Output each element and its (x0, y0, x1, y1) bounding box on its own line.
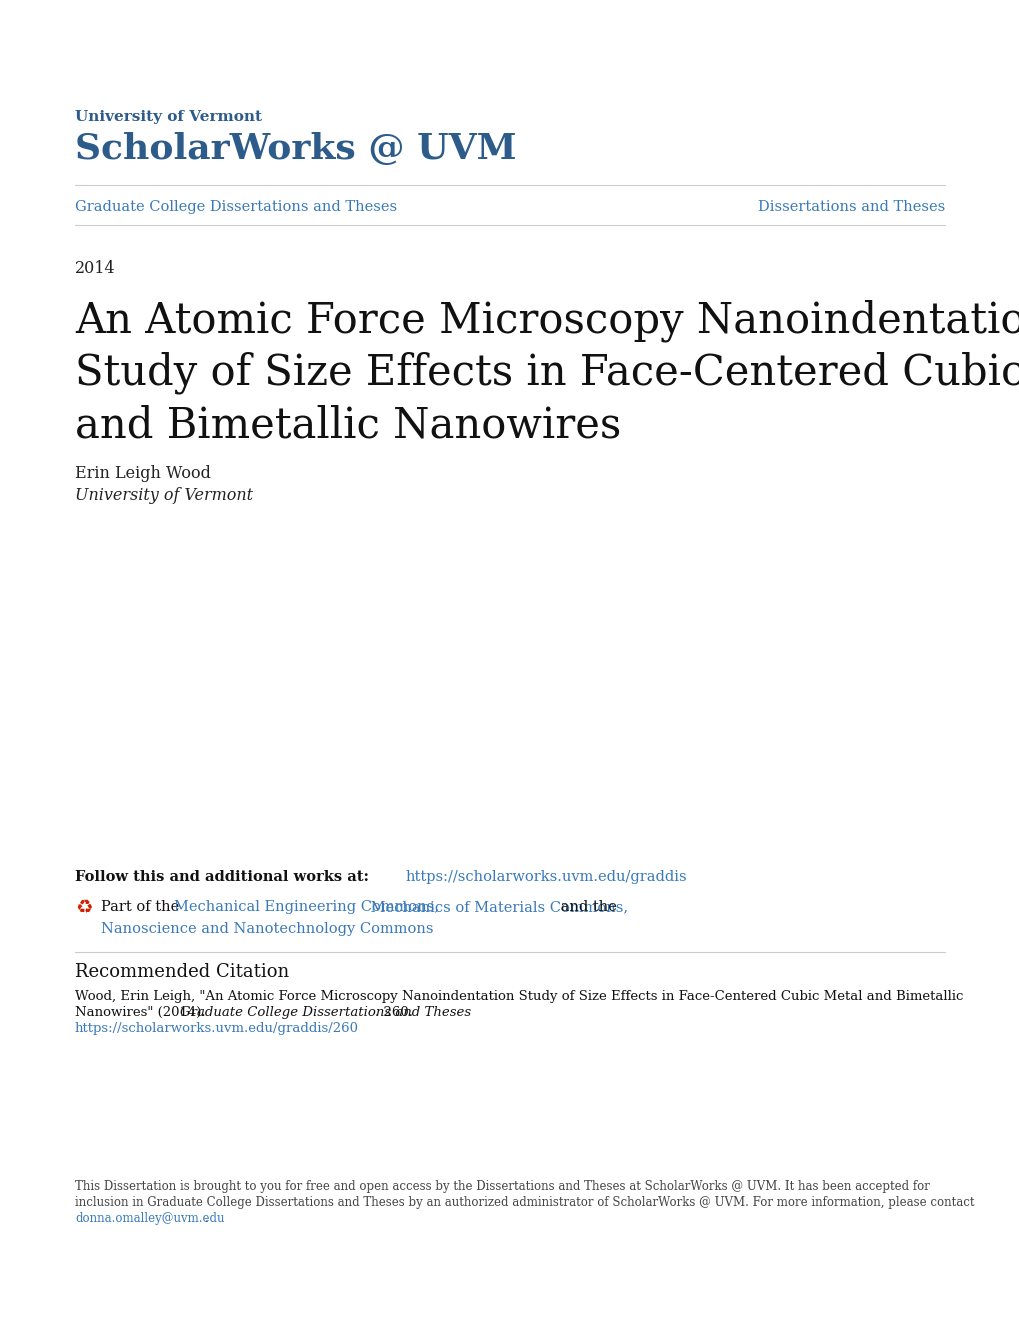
Text: inclusion in Graduate College Dissertations and Theses by an authorized administ: inclusion in Graduate College Dissertati… (75, 1196, 973, 1209)
Text: donna.omalley@uvm.edu: donna.omalley@uvm.edu (75, 1212, 224, 1225)
Text: Erin Leigh Wood: Erin Leigh Wood (75, 465, 211, 482)
Text: This Dissertation is brought to you for free and open access by the Dissertation: This Dissertation is brought to you for … (75, 1180, 929, 1193)
Text: Nanoscience and Nanotechnology Commons: Nanoscience and Nanotechnology Commons (101, 921, 433, 936)
Text: 2014: 2014 (75, 260, 115, 277)
Text: and the: and the (555, 900, 616, 913)
Text: Mechanics of Materials Commons,: Mechanics of Materials Commons, (366, 900, 628, 913)
Text: Mechanical Engineering Commons,: Mechanical Engineering Commons, (174, 900, 439, 913)
Text: Graduate College Dissertations and Theses: Graduate College Dissertations and These… (179, 1006, 471, 1019)
Text: .: . (205, 1212, 209, 1225)
Text: Recommended Citation: Recommended Citation (75, 964, 289, 981)
Text: Dissertations and Theses: Dissertations and Theses (757, 201, 944, 214)
Text: ♻: ♻ (75, 898, 93, 917)
Text: Graduate College Dissertations and Theses: Graduate College Dissertations and These… (75, 201, 396, 214)
Text: University of Vermont: University of Vermont (75, 487, 253, 504)
Text: https://scholarworks.uvm.edu/graddis: https://scholarworks.uvm.edu/graddis (405, 870, 686, 884)
Text: Wood, Erin Leigh, "An Atomic Force Microscopy Nanoindentation Study of Size Effe: Wood, Erin Leigh, "An Atomic Force Micro… (75, 990, 962, 1003)
Text: Nanowires" (2014).: Nanowires" (2014). (75, 1006, 210, 1019)
Text: https://scholarworks.uvm.edu/graddis/260: https://scholarworks.uvm.edu/graddis/260 (75, 1022, 359, 1035)
Text: Part of the: Part of the (101, 900, 183, 913)
Text: and Bimetallic Nanowires: and Bimetallic Nanowires (75, 404, 621, 446)
Text: An Atomic Force Microscopy Nanoindentation: An Atomic Force Microscopy Nanoindentati… (75, 300, 1019, 342)
Text: ScholarWorks @ UVM: ScholarWorks @ UVM (75, 132, 516, 166)
Text: Study of Size Effects in Face-Centered Cubic Metal: Study of Size Effects in Face-Centered C… (75, 352, 1019, 395)
Text: . 260.: . 260. (375, 1006, 413, 1019)
Text: Follow this and additional works at:: Follow this and additional works at: (75, 870, 374, 884)
Text: University of Vermont: University of Vermont (75, 110, 262, 124)
